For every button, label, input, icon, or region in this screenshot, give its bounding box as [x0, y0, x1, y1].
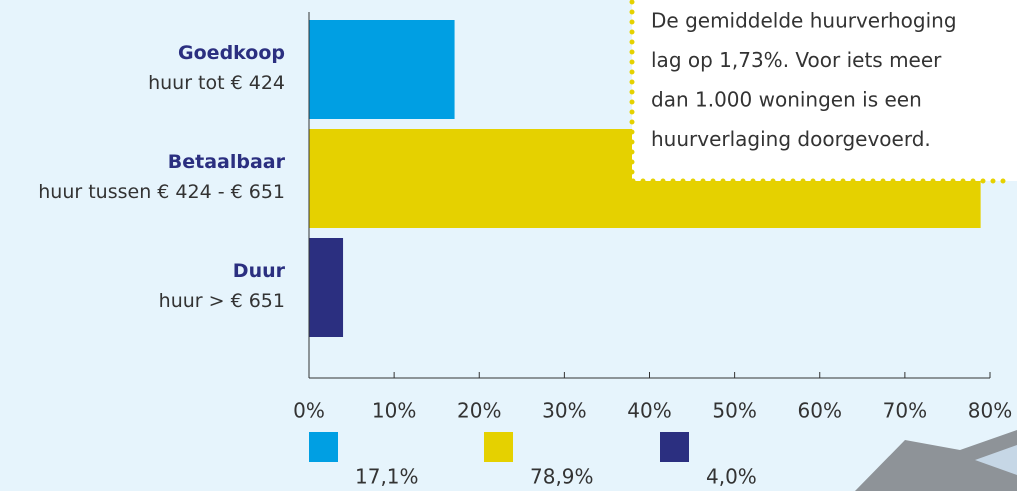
category-description: huur tussen € 424 - € 651: [38, 181, 285, 203]
x-tick-label: 80%: [968, 399, 1012, 423]
legend-label: 4,0%: [706, 465, 757, 489]
category-label: Goedkoop: [178, 42, 285, 64]
annotation-text: dan 1.000 woningen is een: [651, 88, 922, 112]
annotation-text: huurverlaging doorgevoerd.: [651, 127, 931, 151]
legend-swatch: [309, 432, 338, 462]
x-tick-label: 20%: [457, 399, 501, 423]
x-tick-label: 40%: [627, 399, 671, 423]
annotation-text: De gemiddelde huurverhoging: [651, 9, 957, 33]
legend-swatch: [484, 432, 513, 462]
x-tick-label: 10%: [372, 399, 416, 423]
x-tick-label: 30%: [542, 399, 586, 423]
x-tick-label: 50%: [712, 399, 756, 423]
category-description: huur > € 651: [159, 290, 285, 312]
legend-label: 17,1%: [355, 465, 419, 489]
annotation-text: lag op 1,73%. Voor iets meer: [651, 48, 942, 72]
category-label: Duur: [233, 260, 286, 282]
legend-swatch: [660, 432, 689, 462]
bar: [309, 238, 343, 337]
category-label: Betaalbaar: [168, 151, 286, 173]
x-tick-label: 60%: [798, 399, 842, 423]
legend-label: 78,9%: [530, 465, 594, 489]
chart: 0% 10% 20% 30% 40% 50% 60% 70% 80% Goedkoop huur t…: [0, 0, 1017, 491]
category-description: huur tot € 424: [148, 72, 285, 94]
x-tick-label: 0%: [293, 399, 325, 423]
bar: [309, 20, 455, 119]
x-tick-label: 70%: [883, 399, 927, 423]
